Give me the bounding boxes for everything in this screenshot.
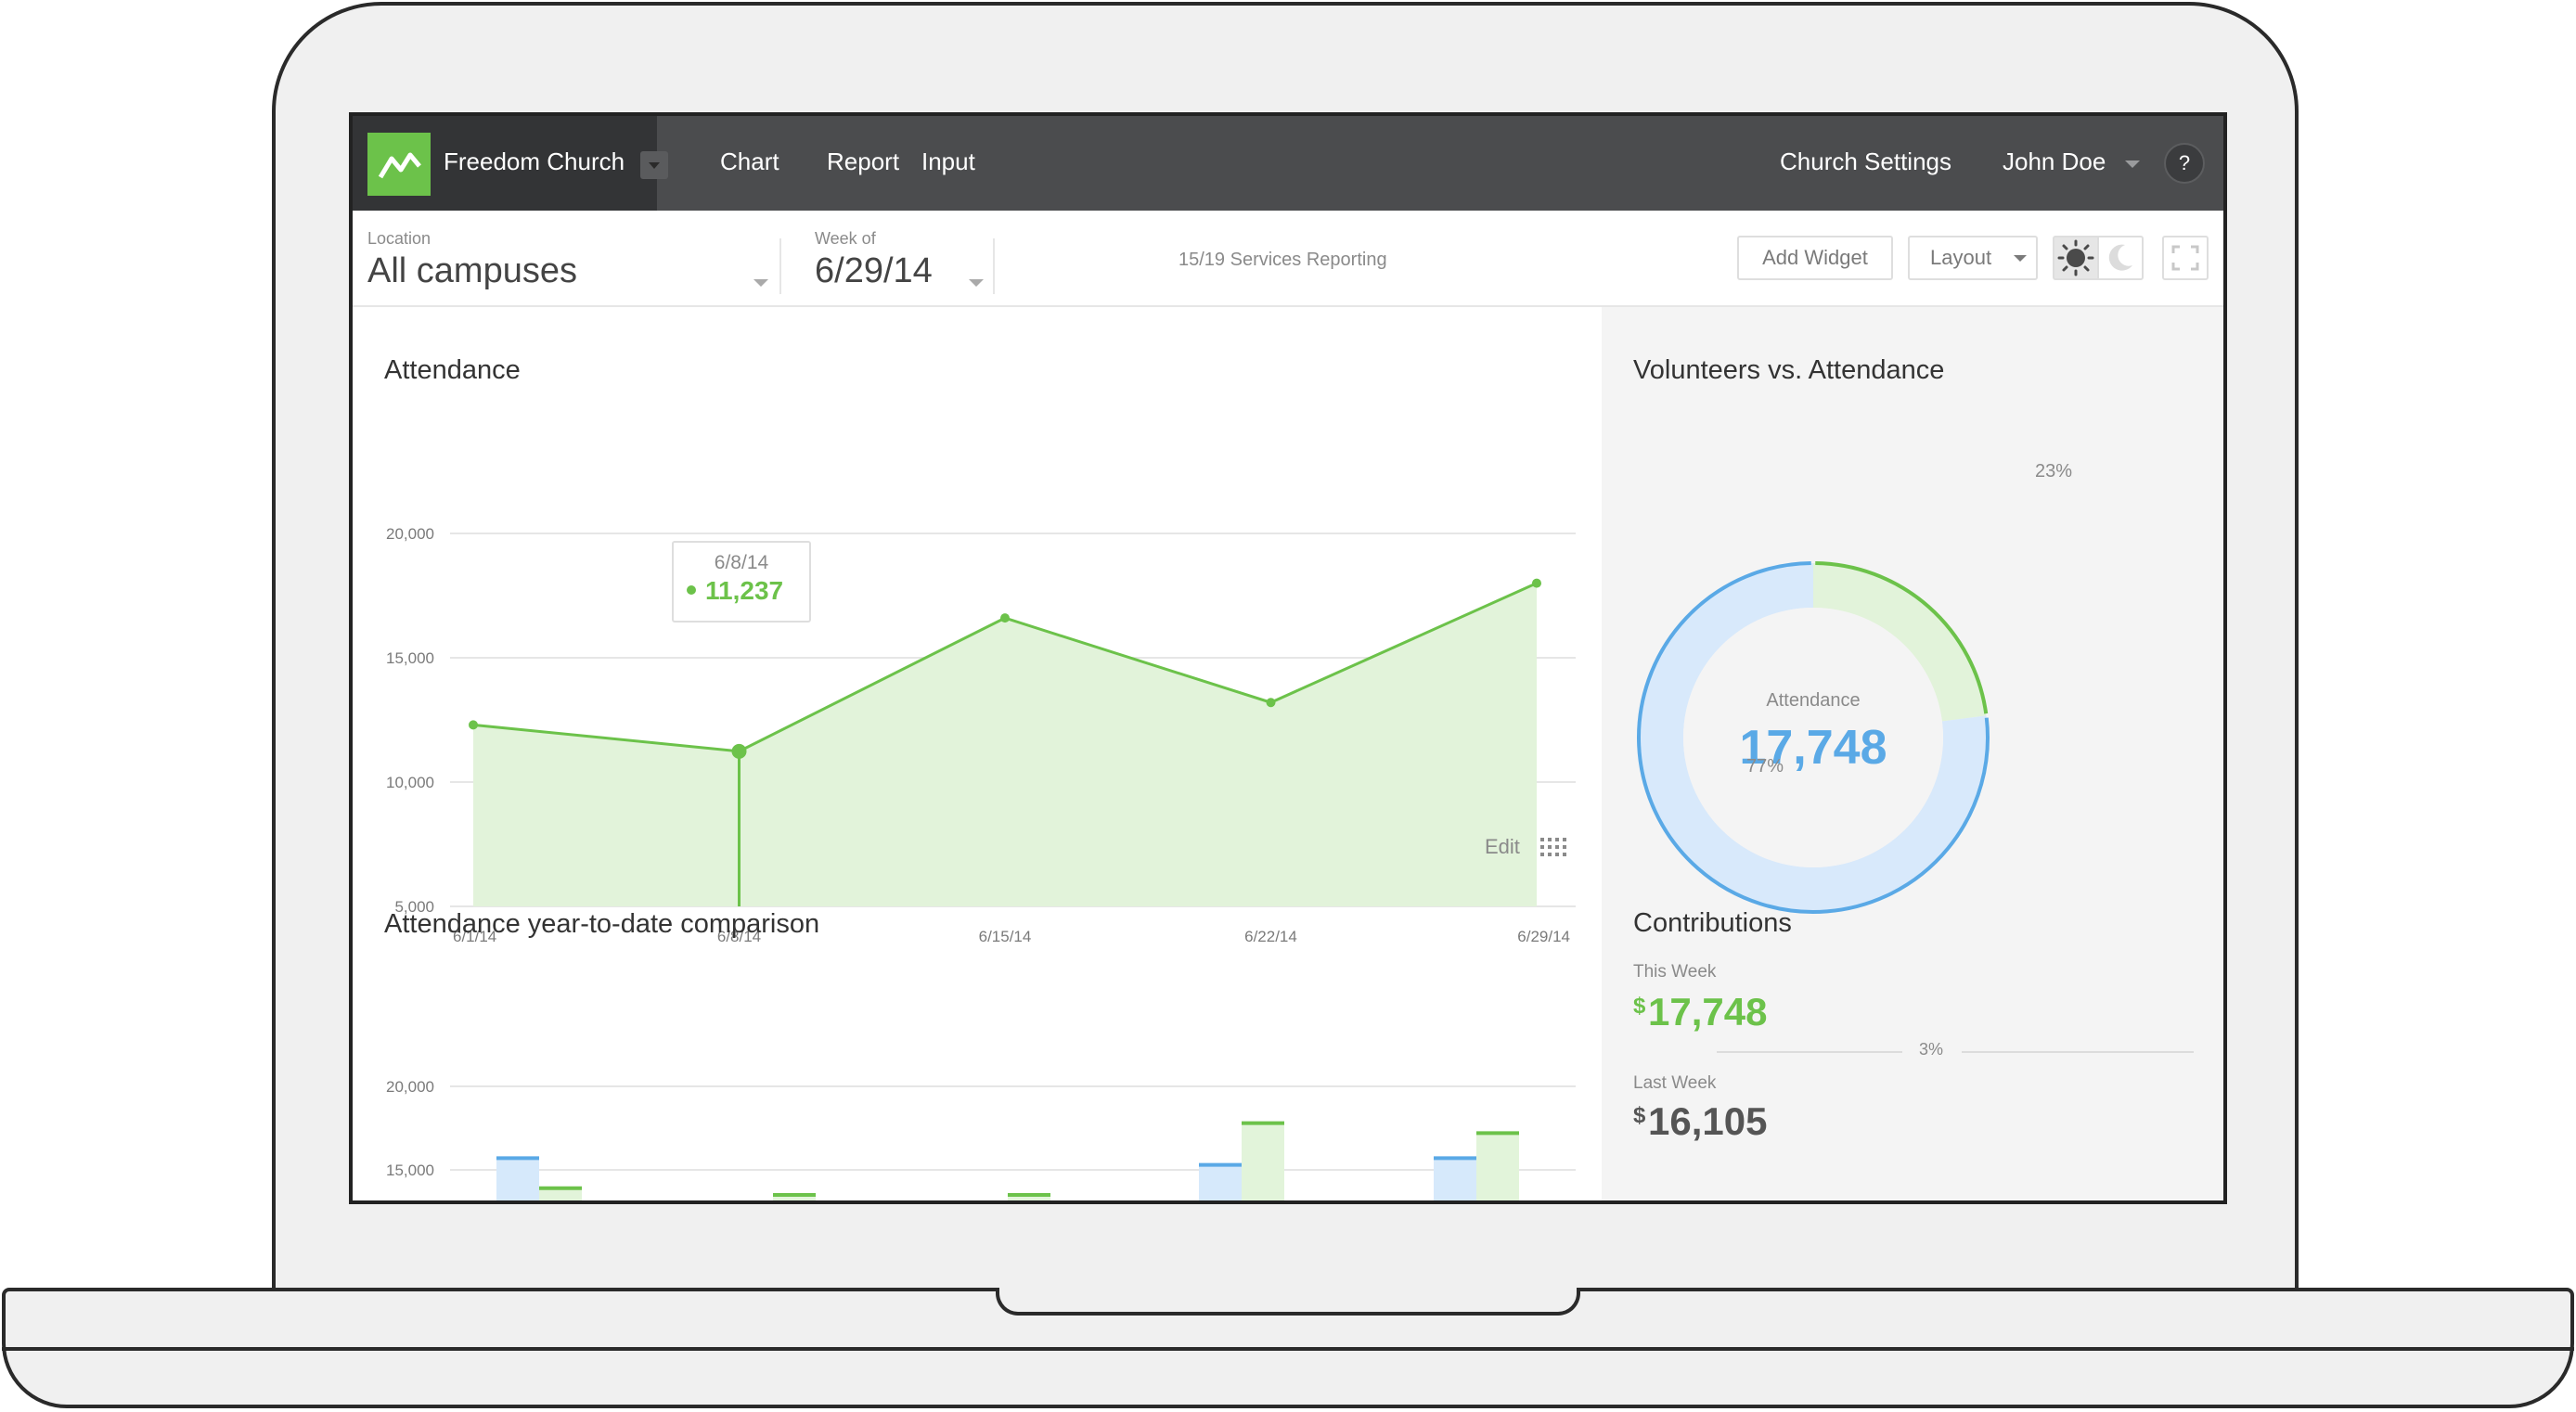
data-point[interactable] [1000, 613, 1010, 623]
layout-button[interactable]: Layout [1908, 236, 2038, 280]
services-reporting-status: 15/19 Services Reporting [1179, 250, 1387, 270]
volunteers-widget-title: Volunteers vs. Attendance [1633, 355, 1945, 385]
currency-symbol: $ [1633, 1103, 1646, 1128]
attendance-percent: 77% [1746, 756, 1784, 777]
bar[interactable] [773, 1195, 816, 1204]
grid-dots-icon[interactable] [1540, 838, 1570, 858]
sun-icon [2057, 239, 2094, 276]
contributions-widget-title: Contributions [1633, 908, 1792, 938]
dark-theme-toggle[interactable] [2097, 236, 2144, 280]
chart-tooltip: 6/8/14 11,237 [672, 541, 811, 623]
x-tick-label: 6/8/14 [717, 928, 761, 945]
location-label: Location [367, 229, 431, 248]
nav-report[interactable]: Report [827, 148, 900, 175]
data-point[interactable] [1532, 578, 1541, 588]
filter-divider [779, 238, 781, 294]
last-week-label: Last Week [1633, 1073, 1717, 1093]
chevron-down-icon [649, 162, 660, 169]
chevron-down-icon [2014, 255, 2027, 262]
currency-symbol: $ [1633, 994, 1646, 1019]
laptop-notch [996, 1288, 1580, 1316]
volunteers-donut-chart[interactable]: Attendance 17,748 [1633, 413, 2190, 932]
ytd-widget-title: Attendance year-to-date comparison [384, 909, 820, 939]
week-select[interactable]: 6/29/14 [815, 251, 933, 290]
bar[interactable] [1434, 1158, 1476, 1204]
church-settings-link[interactable]: Church Settings [1780, 148, 1951, 175]
x-tick-label: 6/22/14 [1244, 928, 1297, 945]
bar[interactable] [1476, 1133, 1519, 1204]
chevron-down-icon[interactable] [2125, 160, 2140, 168]
y-tick-label: 20,000 [386, 525, 434, 543]
org-switcher[interactable]: Freedom Church [353, 116, 657, 211]
chevron-down-icon[interactable] [753, 279, 768, 287]
nav-chart[interactable]: Chart [720, 148, 779, 175]
attendance-area [473, 583, 1537, 906]
donut-center-value: 17,748 [1739, 721, 1887, 775]
attendance-area-chart[interactable]: 20,000 15,000 10,000 5,000 6/1/14 6/8/14 6/15/… [353, 394, 1602, 969]
slice-edge [1815, 561, 1989, 714]
ytd-bar-chart[interactable]: 20,000 15,000 [353, 951, 1602, 1204]
org-dropdown-caret[interactable] [640, 151, 668, 179]
laptop-base-edge [2, 1347, 2574, 1351]
bar[interactable] [539, 1187, 582, 1204]
last-week-contributions: 16,105 [1648, 1099, 1768, 1143]
bar[interactable] [1199, 1164, 1242, 1204]
data-point[interactable] [1266, 698, 1276, 708]
week-label: Week of [815, 229, 876, 248]
bar[interactable] [496, 1158, 539, 1204]
user-menu[interactable]: John Doe [2003, 148, 2106, 175]
donut-hole [1683, 608, 1943, 867]
tooltip-date: 6/8/14 [714, 552, 769, 573]
volunteers-slice[interactable] [1813, 563, 1987, 722]
ytd-edit-link[interactable]: Edit [1485, 835, 1520, 858]
x-tick-label: 6/29/14 [1517, 928, 1570, 945]
filter-divider [993, 238, 995, 294]
volunteers-percent: 23% [2035, 461, 2073, 481]
chevron-down-icon[interactable] [969, 279, 984, 287]
add-widget-button[interactable]: Add Widget [1737, 236, 1893, 280]
help-button[interactable]: ? [2164, 143, 2205, 184]
attendance-widget-title: Attendance [384, 355, 521, 385]
x-tick-label: 6/15/14 [979, 928, 1032, 945]
layout-button-label: Layout [1930, 246, 1992, 269]
light-theme-toggle[interactable] [2053, 236, 2099, 280]
y-tick-label: 15,000 [386, 1162, 434, 1179]
moon-icon [2108, 244, 2132, 271]
contribution-change-percent: 3% [1919, 1040, 1944, 1059]
bar[interactable] [1242, 1123, 1284, 1204]
y-tick-label: 10,000 [386, 774, 434, 791]
y-tick-label: 15,000 [386, 649, 434, 667]
logo-chart-icon [367, 133, 431, 196]
this-week-label: This Week [1633, 962, 1717, 982]
location-select[interactable]: All campuses [367, 251, 577, 290]
data-point[interactable] [469, 720, 478, 730]
y-tick-label: 5,000 [394, 898, 434, 916]
comparison-line-left [1717, 1051, 1902, 1053]
slice-edge [1637, 561, 1990, 914]
donut-center-label: Attendance [1766, 690, 1860, 711]
org-name: Freedom Church [444, 148, 625, 175]
filter-bar: Location All campuses Week of 6/29/14 15… [353, 211, 2223, 307]
nav-input[interactable]: Input [921, 148, 975, 175]
data-point[interactable] [731, 743, 747, 759]
comparison-line-right [1962, 1051, 2194, 1053]
series-dot-icon [687, 585, 696, 595]
top-nav-bar: Freedom Church Chart Report Input Church… [353, 116, 2223, 211]
fullscreen-button[interactable] [2162, 236, 2209, 280]
x-tick-label: 6/1/14 [453, 928, 496, 945]
tooltip-value: 11,237 [705, 576, 784, 605]
fullscreen-icon [2171, 245, 2199, 271]
y-tick-label: 20,000 [386, 1078, 434, 1096]
this-week-contributions: 17,748 [1648, 990, 1768, 1033]
app-screen: Freedom Church Chart Report Input Church… [349, 112, 2227, 1204]
bar[interactable] [1008, 1195, 1050, 1204]
